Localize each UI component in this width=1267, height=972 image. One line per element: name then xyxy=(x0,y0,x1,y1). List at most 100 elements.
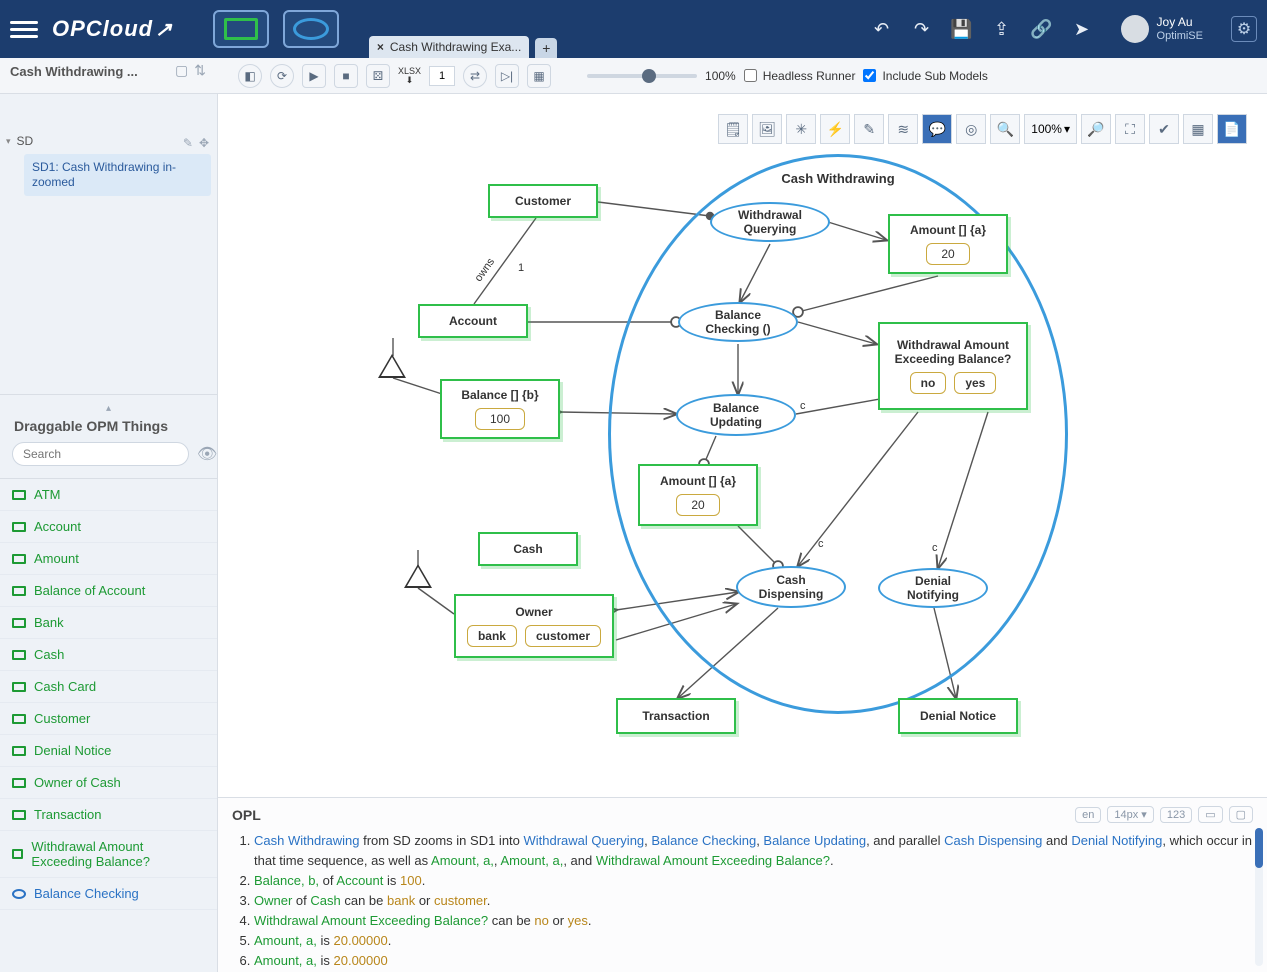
zoom-slider[interactable] xyxy=(587,74,697,78)
play-icon[interactable]: ▶ xyxy=(302,64,326,88)
opl-font-select[interactable]: 14px ▾ xyxy=(1107,806,1153,823)
shape-palette xyxy=(213,10,339,48)
object-icon xyxy=(12,746,26,756)
opl-title: OPL xyxy=(232,807,261,823)
object-customer[interactable]: Customer xyxy=(488,184,598,218)
thing-item[interactable]: Balance Checking xyxy=(0,878,217,910)
opl-scrollbar[interactable] xyxy=(1255,828,1263,966)
save-icon[interactable]: 💾 xyxy=(951,18,973,40)
undo-icon[interactable]: ↶ xyxy=(871,18,893,40)
state-bank[interactable]: bank xyxy=(467,625,517,647)
object-account[interactable]: Account xyxy=(418,304,528,338)
tree-icon[interactable]: ⇅ xyxy=(194,62,206,79)
thing-item[interactable]: Owner of Cash xyxy=(0,767,217,799)
object-icon xyxy=(12,650,26,660)
object-transaction[interactable]: Transaction xyxy=(616,698,736,734)
object-icon xyxy=(12,714,26,724)
export-icon[interactable]: ⇪ xyxy=(991,18,1013,40)
object-label: Amount [] {a} xyxy=(660,474,736,488)
object-amount_a[interactable]: Amount [] {a}20 xyxy=(888,214,1008,274)
object-icon xyxy=(12,778,26,788)
thing-item[interactable]: Denial Notice xyxy=(0,735,217,767)
process-wq[interactable]: Withdrawal Querying xyxy=(710,202,830,242)
layout-icon[interactable]: ◧ xyxy=(238,64,262,88)
process-cd[interactable]: Cash Dispensing xyxy=(736,566,846,608)
top-bar: OPCloud ↗ × Cash Withdrawing Exa... + ↶ … xyxy=(0,0,1267,58)
object-label: Cash xyxy=(513,542,542,556)
hamburger-menu[interactable] xyxy=(10,15,38,43)
refresh-icon[interactable]: ⟳ xyxy=(270,64,294,88)
thing-item[interactable]: Cash xyxy=(0,639,217,671)
process-dn[interactable]: Denial Notifying xyxy=(878,568,988,608)
thing-item[interactable]: Transaction xyxy=(0,799,217,831)
opl-lang-icon[interactable]: en xyxy=(1075,807,1101,823)
sync-icon[interactable]: ⇄ xyxy=(463,64,487,88)
stop-icon[interactable]: ■ xyxy=(334,64,358,88)
process-bc[interactable]: Balance Checking () xyxy=(678,302,798,342)
object-exceed[interactable]: Withdrawal Amount Exceeding Balance?noye… xyxy=(878,322,1028,410)
object-cash[interactable]: Cash xyxy=(478,532,578,566)
object-amount_a2[interactable]: Amount [] {a} 20 xyxy=(638,464,758,526)
object-label: Balance [] {b} xyxy=(461,388,538,402)
headless-checkbox[interactable] xyxy=(744,69,757,82)
edge-label: 1 xyxy=(518,262,524,274)
thing-item[interactable]: Customer xyxy=(0,703,217,735)
zoom-value: 100% xyxy=(705,69,736,83)
send-icon[interactable]: ➤ xyxy=(1071,18,1093,40)
link-icon[interactable]: 🔗 xyxy=(1031,18,1053,40)
process-bu[interactable]: Balance Updating xyxy=(676,394,796,436)
redo-icon[interactable]: ↷ xyxy=(911,18,933,40)
thing-item[interactable]: ATM xyxy=(0,479,217,511)
dice-icon[interactable]: ⚄ xyxy=(366,64,390,88)
phone-icon[interactable]: ▢ xyxy=(175,62,188,79)
tab-close-icon[interactable]: × xyxy=(377,40,384,54)
state-yes[interactable]: yes xyxy=(954,372,996,394)
settings-icon[interactable]: ⚙ xyxy=(1231,16,1257,42)
grid-icon[interactable]: ▦ xyxy=(527,64,551,88)
collapse-handle-icon[interactable]: ▴ xyxy=(8,403,209,414)
state-value[interactable]: 20 xyxy=(926,243,969,265)
user-block[interactable]: Joy Au OptimiSE xyxy=(1121,15,1203,43)
aggregation-triangle-icon xyxy=(378,354,406,378)
include-sub-checkbox[interactable] xyxy=(863,69,876,82)
tree-node-sd[interactable]: SD xyxy=(6,134,211,148)
xlsx-export[interactable]: XLSX⬇ xyxy=(398,67,421,85)
user-name: Joy Au xyxy=(1157,15,1203,29)
edge-label: c xyxy=(800,400,806,412)
thing-item[interactable]: Cash Card xyxy=(0,671,217,703)
thing-item[interactable]: Withdrawal Amount Exceeding Balance? xyxy=(0,831,217,878)
thing-label: Owner of Cash xyxy=(34,775,121,790)
tree-node-sd1[interactable]: SD1: Cash Withdrawing in-zoomed xyxy=(24,154,211,196)
model-tab[interactable]: × Cash Withdrawing Exa... xyxy=(369,36,529,58)
state-value[interactable]: 100 xyxy=(475,408,525,430)
thing-item[interactable]: Bank xyxy=(0,607,217,639)
add-process-button[interactable] xyxy=(283,10,339,48)
object-balance[interactable]: Balance [] {b} 100 xyxy=(440,379,560,439)
state-no[interactable]: no xyxy=(910,372,947,394)
add-object-button[interactable] xyxy=(213,10,269,48)
thing-label: Bank xyxy=(34,615,64,630)
object-icon xyxy=(12,490,26,500)
opl-min-icon[interactable]: ▭ xyxy=(1198,806,1222,823)
move-icon[interactable]: ✥ xyxy=(199,136,209,150)
object-denial[interactable]: Denial Notice xyxy=(898,698,1018,734)
opl-counter-icon[interactable]: 123 xyxy=(1160,807,1192,823)
headless-label: Headless Runner xyxy=(763,69,856,83)
thing-item[interactable]: Account xyxy=(0,511,217,543)
step-icon[interactable]: ▷| xyxy=(495,64,519,88)
edit-icon[interactable]: ✎ xyxy=(183,136,193,150)
tab-add-button[interactable]: + xyxy=(535,38,557,58)
visibility-icon[interactable]: 👁 xyxy=(197,444,217,464)
state-customer[interactable]: customer xyxy=(525,625,601,647)
thing-label: Balance of Account xyxy=(34,583,145,598)
state-value[interactable]: 20 xyxy=(676,494,719,516)
things-search-input[interactable] xyxy=(12,442,189,466)
thing-item[interactable]: Amount xyxy=(0,543,217,575)
page-input[interactable] xyxy=(429,66,455,86)
opl-max-icon[interactable]: ▢ xyxy=(1229,806,1253,823)
thing-item[interactable]: Balance of Account xyxy=(0,575,217,607)
topbar-actions: ↶ ↷ 💾 ⇪ 🔗 ➤ Joy Au OptimiSE ⚙ xyxy=(871,15,1257,43)
object-icon xyxy=(12,849,23,859)
thing-label: Amount xyxy=(34,551,79,566)
object-owner[interactable]: Ownerbankcustomer xyxy=(454,594,614,658)
